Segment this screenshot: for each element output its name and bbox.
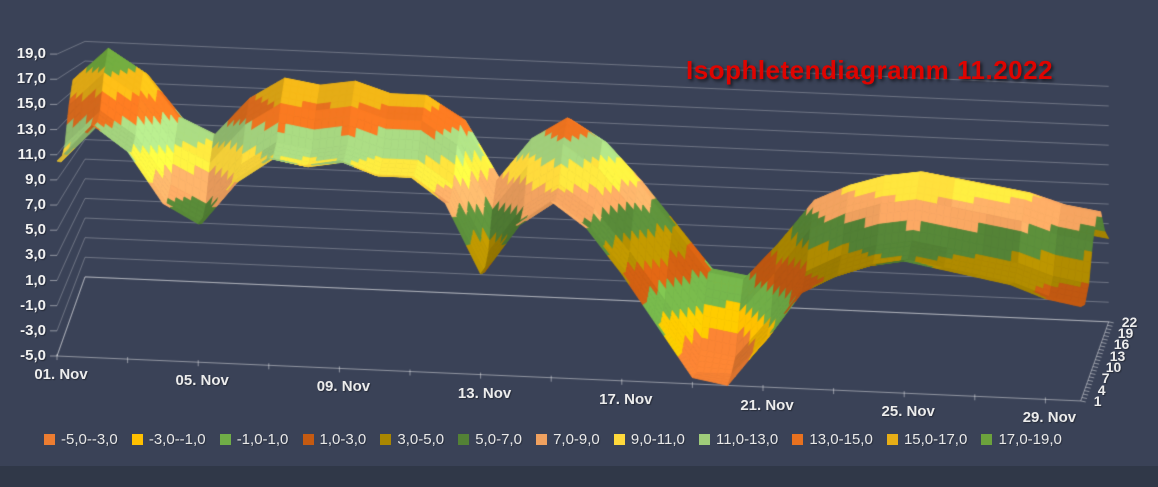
legend-swatch (458, 434, 470, 445)
legend-label: -3,0--1,0 (148, 431, 206, 448)
legend-item-4[interactable]: 1,0-3,0 (302, 431, 367, 448)
legend-label: 13,0-15,0 (809, 431, 873, 448)
legend-item-6[interactable]: 5,0-7,0 (458, 431, 522, 448)
legend-swatch (219, 434, 231, 445)
legend-label: 7,0-9,0 (553, 431, 600, 448)
legend-label: 9,0-11,0 (630, 431, 685, 448)
legend-swatch (698, 434, 710, 445)
legend-item-9[interactable]: 11,0-13,0 (698, 431, 779, 448)
legend-swatch (380, 434, 392, 445)
legend-swatch (44, 434, 55, 445)
chart-legend: -5,0--3,0 -3,0--1,0 -1,0-1,0 1,0-3,0 3,0-5,0… (44, 431, 1062, 448)
legend-label: 15,0-17,0 (903, 431, 968, 448)
legend-label: 3,0-5,0 (397, 431, 445, 448)
legend-label: 11,0-13,0 (715, 431, 779, 448)
legend-swatch (792, 434, 804, 445)
bottom-strip (0, 466, 1158, 487)
legend-item-12[interactable]: 17,0-19,0 (981, 431, 1062, 448)
legend-swatch (536, 434, 548, 445)
legend-swatch (613, 434, 625, 445)
legend-label: 1,0-3,0 (319, 431, 367, 448)
legend-item-11[interactable]: 15,0-17,0 (886, 431, 968, 448)
legend-item-3[interactable]: -1,0-1,0 (219, 431, 289, 448)
legend-swatch (981, 434, 993, 445)
legend-item-5[interactable]: 3,0-5,0 (380, 431, 444, 448)
legend-swatch (302, 434, 314, 445)
chart-title: Isophletendiagramm 11.2022 (686, 55, 1054, 85)
legend-item-2[interactable]: -3,0--1,0 (131, 431, 206, 448)
legend-item-1[interactable]: -5,0--3,0 (44, 431, 118, 448)
legend-item-7[interactable]: 7,0-9,0 (536, 431, 600, 448)
legend-label: 17,0-19,0 (998, 431, 1062, 448)
legend-label: -1,0-1,0 (236, 431, 289, 448)
legend-label: -5,0--3,0 (61, 431, 118, 448)
legend-label: 5,0-7,0 (475, 431, 522, 448)
legend-item-10[interactable]: 13,0-15,0 (792, 431, 873, 448)
legend-swatch (131, 434, 143, 445)
legend-item-8[interactable]: 9,0-11,0 (613, 431, 685, 448)
legend-swatch (886, 434, 898, 445)
